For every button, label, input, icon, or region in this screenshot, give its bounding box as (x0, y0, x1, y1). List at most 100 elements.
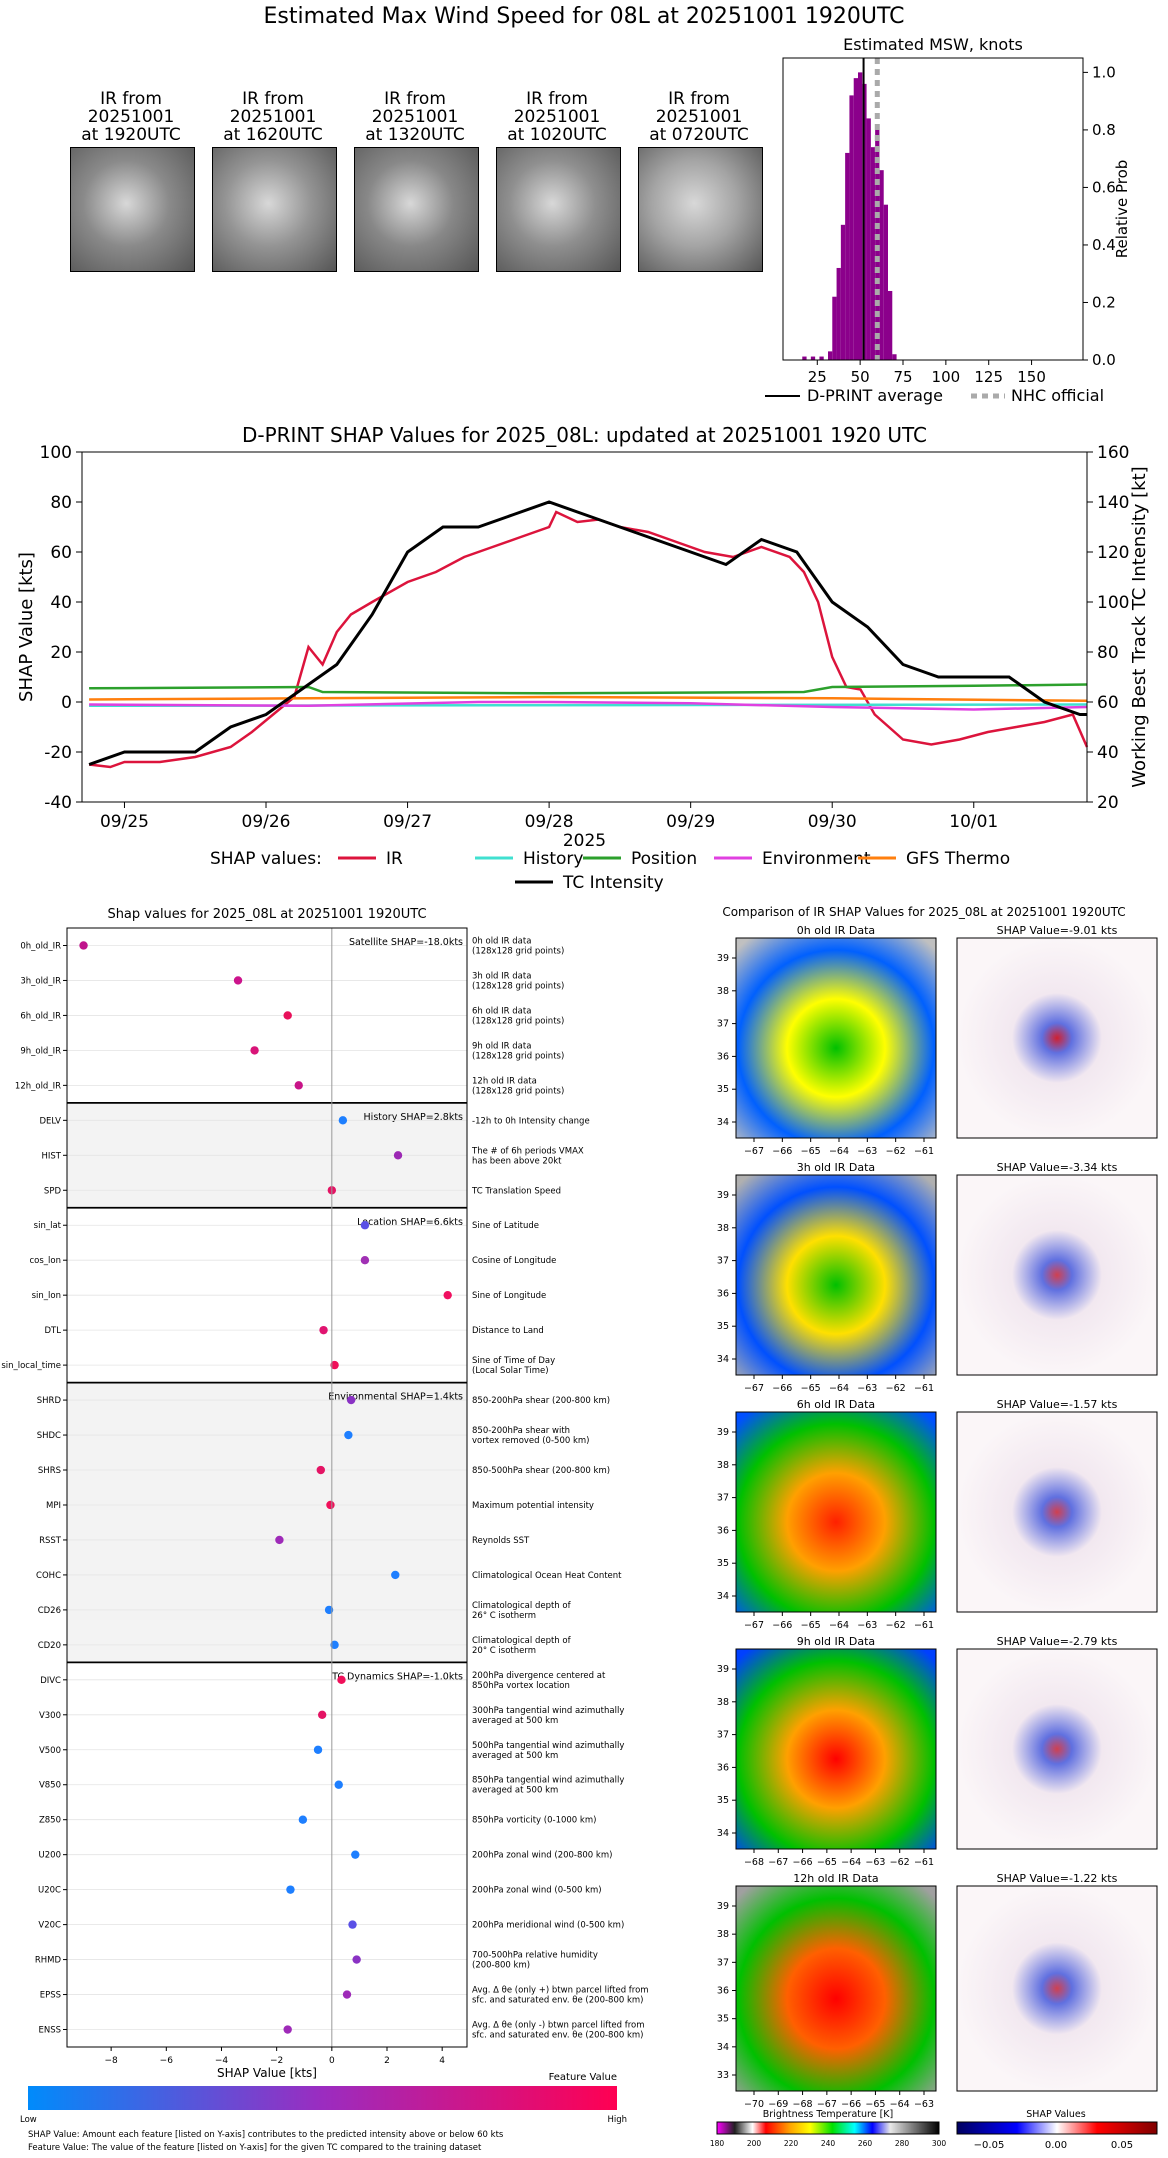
feature-shap-dot (319, 1325, 328, 1335)
shap-time-series-chart: D-PRINT SHAP Values for 2025_08L: update… (16, 423, 1150, 893)
bt-colorbar-tick: 220 (784, 2139, 799, 2148)
shap-panel-title: SHAP Value=-3.34 kts (997, 1161, 1118, 1174)
y2-axis-label: Working Best Track TC Intensity [kt] (1129, 466, 1150, 787)
ir-thumbnail-image (70, 147, 195, 272)
feature-name: 3h_old_IR (20, 976, 61, 986)
x-tick-label: −61 (914, 1146, 934, 1157)
x-tick-label: −67 (817, 2099, 837, 2110)
colorbar-low-label: Low (20, 2115, 37, 2125)
bt-colorbar-tick: 200 (747, 2139, 762, 2148)
y-tick-label: 39 (717, 1427, 729, 1438)
feature-description: vortex removed (0-500 km) (472, 1436, 589, 1446)
bt-colorbar-tick: 300 (932, 2139, 947, 2148)
ir-panel-title: 3h old IR Data (797, 1161, 875, 1174)
y-tick-label: 35 (717, 1558, 729, 1569)
shap-colorbar-tick: −0.05 (974, 2140, 1005, 2151)
y-tick-label: 38 (717, 1929, 729, 1940)
feature-shap-dot (334, 1780, 343, 1789)
histogram-bar (819, 356, 824, 360)
y-tick-label: 35 (717, 1795, 729, 1806)
shap-image (956, 1885, 1158, 2092)
x-tick-label: −64 (829, 1383, 849, 1394)
feature-shap-dot (346, 1395, 356, 1405)
feature-shap-dot (313, 1745, 323, 1754)
feature-description: (128x128 grid points) (472, 1016, 564, 1026)
footnote-shap: SHAP Value: Amount each feature [listed … (28, 2130, 504, 2140)
x-tick-label: 09/29 (666, 812, 715, 832)
shap-image (956, 1411, 1158, 1613)
y2-tick-label: 100 (1097, 593, 1129, 613)
feature-shap-dot (342, 1990, 352, 1999)
y-tick-label: 36 (717, 1762, 729, 1773)
feature-description: (128x128 grid points) (472, 946, 564, 956)
bt-colorbar (716, 2121, 940, 2135)
x-tick-label: 50 (851, 368, 870, 386)
histogram-bar (875, 129, 880, 360)
x-tick-label: −4 (215, 2056, 229, 2066)
bt-colorbar-tick: 240 (821, 2139, 836, 2148)
shap-image (956, 1648, 1158, 1850)
group-label: TC Dynamics SHAP=-1.0kts (331, 1671, 463, 1682)
x-tick-label: 2 (384, 2056, 390, 2066)
feature-shap-dot-plot: Shap values for 2025_08L at 20251001 192… (1, 907, 648, 2153)
x-tick-label: −65 (865, 2099, 885, 2110)
feature-description: Maximum potential intensity (472, 1501, 594, 1511)
x-tick-label: −68 (793, 2099, 813, 2110)
caption-line: IR from (526, 89, 588, 109)
x-tick-label: 09/26 (242, 812, 291, 832)
feature-description: 6h old IR data (472, 1006, 531, 1016)
y2-tick-label: 140 (1097, 493, 1129, 513)
feature-shap-dot (316, 1465, 325, 1475)
time-series-frame (81, 451, 1088, 803)
feature-name: HIST (42, 1151, 62, 1161)
x-axis-label: SHAP Value [kts] (217, 2066, 317, 2080)
y-tick-label: -20 (44, 743, 72, 763)
feature-description: 200hPa zonal wind (0-500 km) (472, 1886, 602, 1896)
y-tick-label: 39 (717, 1190, 729, 1201)
legend-label-dprint: D-PRINT average (807, 386, 943, 405)
feature-shap-dot (283, 1011, 292, 1020)
group-label: History SHAP=2.8kts (364, 1112, 464, 1123)
histogram-bar (849, 95, 854, 360)
feature-shap-dot (275, 1535, 284, 1545)
feature-description: 500hPa tangential wind azimuthally (472, 1741, 624, 1751)
y-tick-label: 37 (717, 1019, 729, 1030)
histogram-title: Estimated MSW, knots (843, 35, 1023, 54)
shap-panel-title: SHAP Value=-2.79 kts (997, 1635, 1118, 1648)
x-tick-label: −64 (841, 1857, 861, 1868)
histogram-bar (870, 147, 876, 360)
y-tick-label: 39 (717, 1664, 729, 1675)
ir-thumbnail-caption: IR from 20251001 at 1320UTC (350, 90, 480, 144)
feature-description: has been above 20kt (472, 1156, 562, 1166)
caption-line: IR from (242, 89, 304, 109)
feature-description: Reynolds SST (472, 1536, 530, 1546)
x-axis-label: 2025 (563, 831, 606, 851)
feature-description: 9h old IR data (472, 1041, 531, 1051)
y-axis-label: Relative Prob (1113, 160, 1131, 259)
ir-thumbnail-caption: IR from 20251001 at 1020UTC (492, 90, 622, 144)
x-tick-label: −66 (772, 1383, 792, 1394)
feature-description: (128x128 grid points) (472, 1051, 564, 1061)
shap-colorbar-tick: 0.00 (1045, 2140, 1067, 2151)
histogram-bar (828, 351, 833, 360)
comparison-title: Comparison of IR SHAP Values for 2025_08… (722, 905, 1125, 919)
feature-name: 0h_old_IR (20, 941, 61, 951)
caption-line: 20251001 (513, 107, 601, 127)
shap-panel-title: SHAP Value=-1.57 kts (997, 1398, 1118, 1411)
x-tick-label: −67 (768, 1857, 788, 1868)
feature-description: 300hPa tangential wind azimuthally (472, 1706, 624, 1716)
ir-image (735, 1411, 937, 1613)
x-tick-label: 09/28 (525, 812, 574, 832)
time-series-title: D-PRINT SHAP Values for 2025_08L: update… (242, 423, 927, 447)
x-tick-label: 4 (439, 2056, 445, 2066)
legend-label: TC Intensity (562, 873, 664, 893)
ir-thumbnail-image (212, 147, 337, 272)
x-tick-label: −66 (793, 1857, 813, 1868)
x-tick-label: 125 (974, 368, 1003, 386)
legend-label: Position (631, 849, 697, 869)
y-tick-label: 1.0 (1092, 63, 1116, 81)
feature-description: TC Translation Speed (471, 1186, 561, 1196)
caption-line: 20251001 (87, 107, 175, 127)
shap-colorbar (956, 2121, 1158, 2135)
feature-description: sfc. and saturated env. θe (200-800 km) (472, 2031, 644, 2041)
